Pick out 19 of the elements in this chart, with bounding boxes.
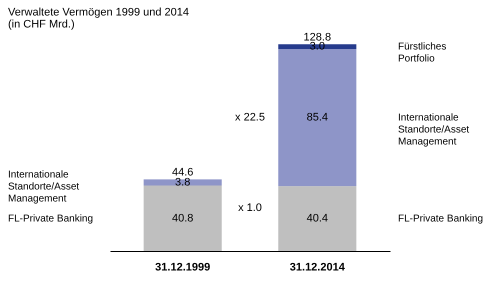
- data-label: 85.4: [306, 112, 328, 124]
- annotation: x 22.5: [235, 112, 265, 124]
- data-label: 3.8: [175, 176, 190, 188]
- data-label: 40.8: [172, 212, 194, 224]
- annotation: x 1.0: [238, 202, 262, 214]
- text: FL-Private Banking: [398, 214, 484, 225]
- text: Fürstliches Portfolio: [398, 42, 446, 65]
- bar: [144, 186, 222, 251]
- chart-title: Verwaltete Vermögen 1999 und 2014: [8, 6, 190, 18]
- text: Internationale Standorte/Asset Management: [398, 112, 470, 148]
- data-label: 40.4: [306, 212, 328, 225]
- x-tick-label: 31.12.2014: [290, 262, 346, 274]
- bar: [278, 49, 356, 186]
- chart-subtitle: (in CHF Mrd.): [8, 18, 75, 30]
- text: Internationale Standorte/Asset Management: [8, 169, 80, 204]
- text: FL-Private Banking: [8, 213, 94, 224]
- total-label: 44.6: [172, 166, 194, 178]
- x-tick-label: 31.12.1999: [155, 262, 210, 274]
- bar: [278, 186, 356, 251]
